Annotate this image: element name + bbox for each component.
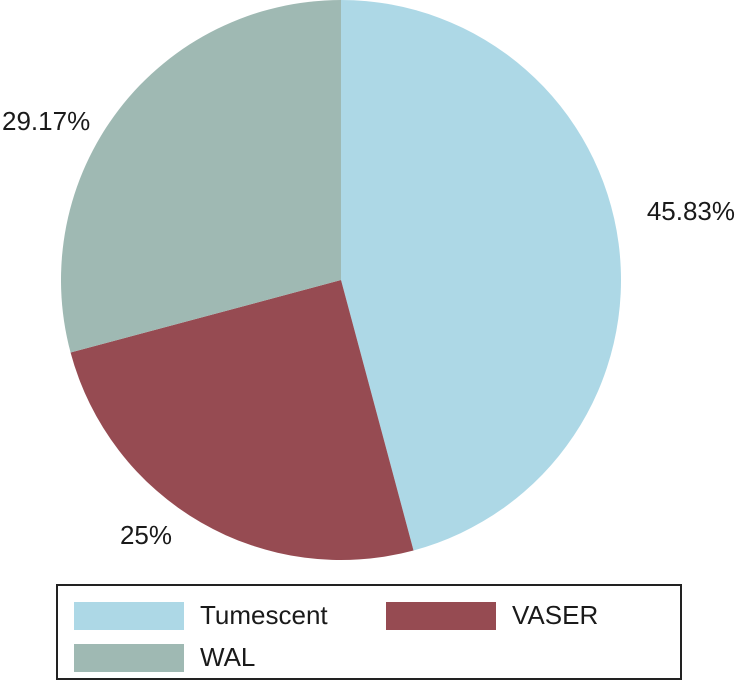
- legend-swatch-wal: [74, 643, 184, 672]
- pie-label-vaser: 25%: [120, 520, 172, 550]
- pie-slice-tumescent: [341, 0, 621, 551]
- legend: Tumescent VASER WAL: [56, 584, 682, 680]
- legend-label-vaser: VASER: [512, 600, 599, 630]
- pie-chart: 45.83% 25% 29.17%: [2, 0, 735, 560]
- pie-slices: [60, 0, 621, 560]
- pie-label-tumescent: 45.83%: [647, 196, 735, 226]
- legend-item-vaser: VASER: [386, 600, 598, 631]
- legend-item-wal: WAL: [74, 642, 255, 673]
- pie-slice-vaser: [70, 280, 414, 560]
- legend-item-tumescent: Tumescent: [74, 600, 328, 631]
- legend-label-wal: WAL: [200, 642, 256, 672]
- legend-swatch-tumescent: [74, 601, 184, 630]
- legend-swatch-vaser: [386, 601, 496, 630]
- pie-label-wal: 29.17%: [2, 106, 90, 136]
- pie-slice-wal: [60, 0, 341, 353]
- pie-labels: 45.83% 25% 29.17%: [2, 106, 735, 550]
- legend-label-tumescent: Tumescent: [200, 600, 328, 630]
